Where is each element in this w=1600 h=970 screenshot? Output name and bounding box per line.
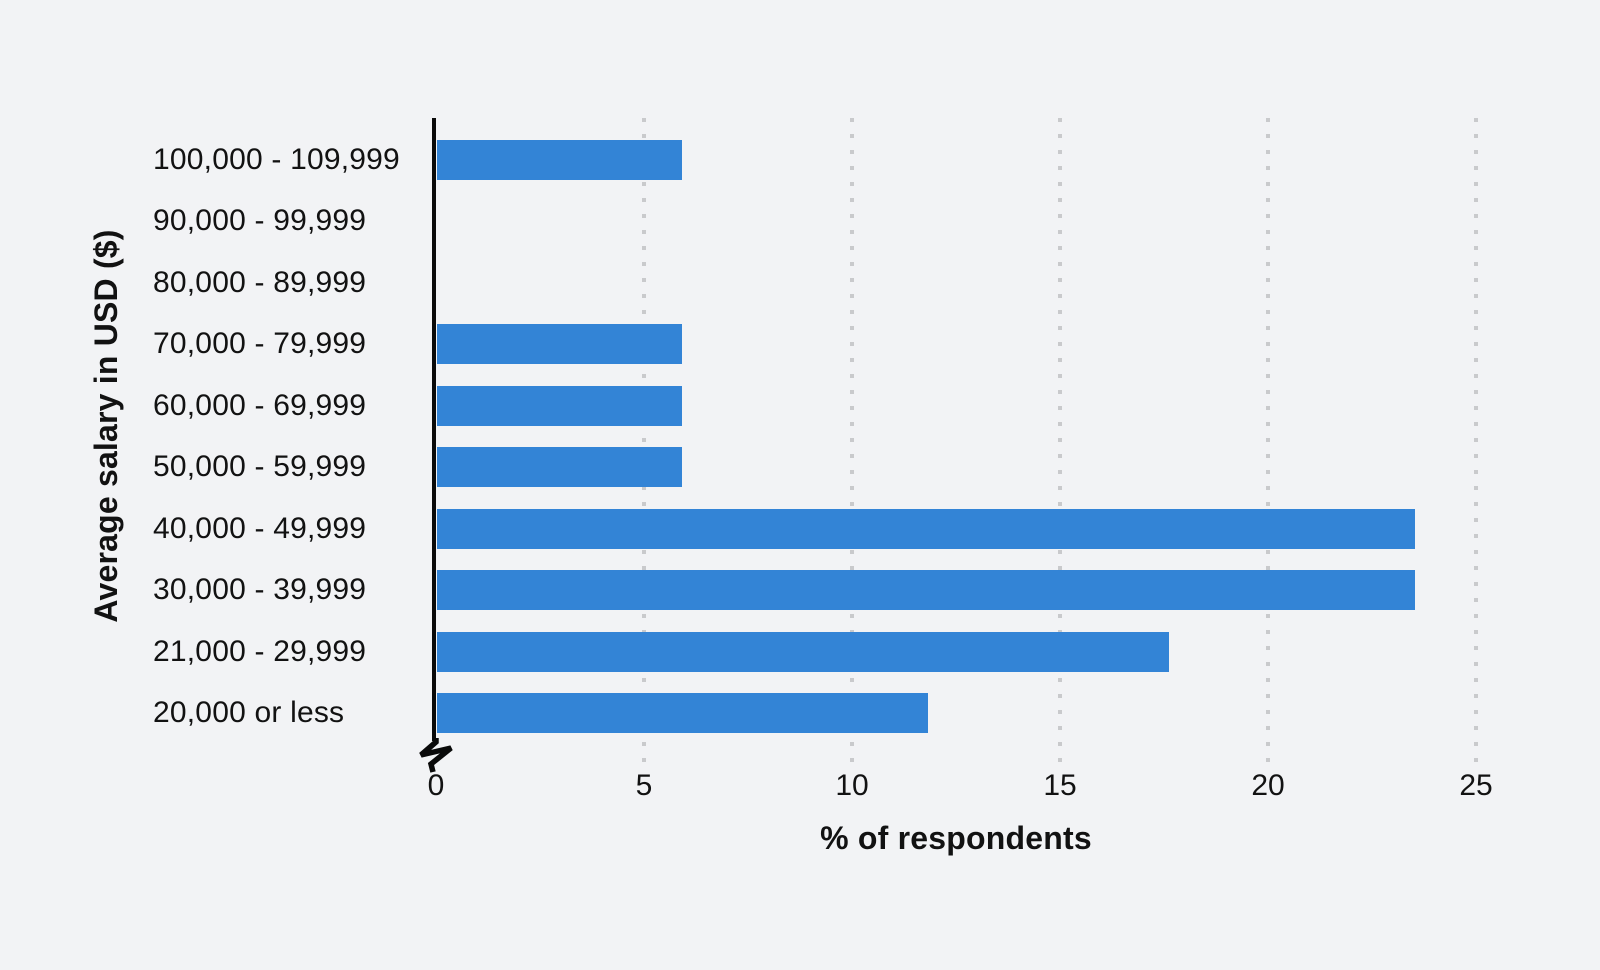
x-tick-label: 0 bbox=[427, 769, 445, 802]
x-tick-label: 10 bbox=[835, 769, 869, 802]
gridline-5 bbox=[642, 118, 646, 774]
category-label: 21,000 - 29,999 bbox=[153, 634, 367, 668]
x-tick-label: 20 bbox=[1251, 769, 1285, 802]
x-tick-label: 5 bbox=[635, 769, 653, 802]
chart-bar bbox=[437, 508, 1415, 549]
gridline-20 bbox=[1266, 118, 1270, 774]
chart-bar bbox=[437, 447, 683, 487]
category-label: 20,000 or less bbox=[153, 696, 345, 729]
category-label: 40,000 - 49,999 bbox=[153, 511, 367, 545]
category-label: 50,000 - 59,999 bbox=[153, 450, 367, 483]
category-label: 30,000 - 39,999 bbox=[153, 573, 367, 606]
gridline-15 bbox=[1058, 118, 1062, 774]
x-axis-title: % of respondents bbox=[820, 820, 1092, 856]
chart-bar bbox=[437, 570, 1415, 610]
chart-bar bbox=[437, 693, 928, 733]
x-tick-label: 15 bbox=[1043, 769, 1077, 802]
category-label: 90,000 - 99,999 bbox=[153, 204, 367, 237]
chart-bar bbox=[437, 324, 683, 364]
chart-bar bbox=[437, 631, 1170, 672]
category-label: 80,000 - 89,999 bbox=[153, 265, 367, 299]
category-label: 100,000 - 109,999 bbox=[153, 142, 400, 176]
category-label: 70,000 - 79,999 bbox=[153, 327, 367, 360]
x-tick-label: 25 bbox=[1459, 769, 1493, 802]
axis-break-icon bbox=[419, 738, 453, 773]
y-axis-line bbox=[432, 118, 436, 741]
y-axis-title: Average salary in USD ($) bbox=[88, 229, 124, 623]
gridline-10 bbox=[850, 118, 854, 774]
category-label: 60,000 - 69,999 bbox=[153, 388, 367, 422]
chart-bar bbox=[437, 385, 683, 426]
chart-bar bbox=[437, 139, 683, 180]
gridline-25 bbox=[1474, 118, 1478, 774]
